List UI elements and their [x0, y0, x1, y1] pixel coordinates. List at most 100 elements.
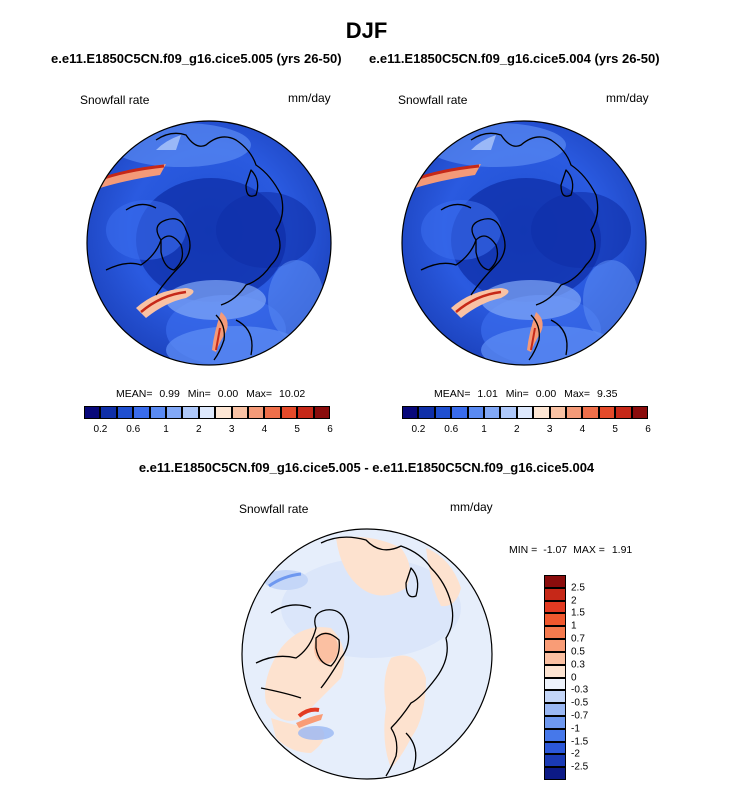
panel1-min-label: Min=: [187, 388, 211, 400]
colorbar-box: [544, 587, 566, 601]
colorbar-box: [280, 406, 298, 419]
colorbar-box: [264, 406, 281, 419]
colorbar-box: [116, 406, 134, 419]
colorbar-tick-label: 1.5: [571, 607, 585, 619]
colorbar-tick-label: 5: [612, 424, 618, 435]
panel1-min-value: 0.00: [217, 388, 239, 400]
colorbar-box: [248, 406, 265, 419]
panel1-colorbar: [84, 406, 330, 419]
panel2-max-value: 9.35: [596, 388, 618, 400]
left-case-title: e.e11.E1850C5CN.f09_g16.cice5.005 (yrs 2…: [51, 51, 342, 66]
panel2-min-value: 0.00: [535, 388, 557, 400]
panel3-units-label: mm/day: [450, 500, 493, 514]
colorbar-tick-label: 2: [571, 595, 577, 607]
panel1-mean-label: MEAN=: [116, 388, 153, 400]
colorbar-tick-label: -0.3: [571, 684, 589, 696]
colorbar-tick-label: 0: [571, 672, 577, 683]
panel1-stats: MEAN= 0.99 Min= 0.00 Max= 10.02: [116, 388, 305, 400]
colorbar-box: [182, 406, 199, 419]
panel3-max-value: 1.91: [611, 544, 633, 556]
colorbar-box: [544, 767, 566, 780]
colorbar-tick-label: -1.5: [571, 736, 589, 748]
colorbar-tick-label: 1: [163, 424, 169, 435]
colorbar-box: [149, 406, 166, 419]
colorbar-box: [418, 406, 435, 419]
panel3-variable-label: Snowfall rate: [239, 502, 309, 516]
panel2-mean-label: MEAN=: [434, 388, 471, 400]
colorbar-box: [451, 406, 468, 419]
panel3-min-value: -1.07: [543, 544, 568, 556]
colorbar-box: [544, 613, 566, 627]
colorbar-tick-label: 2: [196, 424, 202, 435]
colorbar-tick-label: 1: [571, 620, 577, 632]
colorbar-box: [544, 715, 566, 729]
colorbar-box: [544, 703, 566, 716]
panel3-min-label: MIN =: [509, 544, 538, 556]
colorbar-tick-label: 3: [546, 424, 553, 435]
colorbar-box: [402, 406, 419, 419]
panel2-units-label: mm/day: [606, 91, 649, 105]
colorbar-box: [582, 406, 599, 419]
colorbar-tick-label: 2: [514, 424, 520, 435]
figure-title: DJF: [345, 18, 388, 43]
colorbar-box: [231, 406, 248, 419]
colorbar-box: [544, 626, 566, 640]
colorbar-box: [615, 406, 632, 419]
colorbar-tick-label: 4: [579, 424, 586, 435]
colorbar-box: [544, 728, 566, 742]
colorbar-tick-label: 0.6: [444, 424, 459, 435]
colorbar-box: [533, 406, 550, 419]
panel1-units-label: mm/day: [288, 91, 331, 105]
colorbar-tick-label: 1: [481, 424, 487, 435]
colorbar-tick-label: -2.5: [571, 761, 589, 773]
panel1-variable-label: Snowfall rate: [80, 93, 150, 107]
panel2-polar-map: [401, 120, 647, 366]
panel2-stats: MEAN= 1.01 Min= 0.00 Max= 9.35: [434, 388, 617, 400]
colorbar-box: [484, 406, 501, 419]
colorbar-tick-label: -0.7: [571, 710, 589, 722]
colorbar-tick-label: 6: [645, 424, 651, 435]
colorbar-box: [544, 664, 566, 678]
colorbar-tick-label: 0.7: [571, 633, 585, 645]
colorbar-tick-label: -0.5: [571, 697, 589, 709]
colorbar-box: [544, 741, 566, 755]
panel1-mean-value: 0.99: [159, 388, 180, 400]
panel2-colorbar-ticks: 0.2 0.6 1 2 3 4 5 6: [402, 424, 651, 438]
panel3-colorbar: [544, 575, 566, 780]
colorbar-box: [516, 406, 534, 419]
colorbar-box: [198, 406, 216, 419]
colorbar-tick-label: 0.3: [571, 659, 585, 671]
colorbar-box: [434, 406, 452, 419]
colorbar-tick-label: 4: [261, 424, 268, 435]
panel2-mean-value: 1.01: [477, 388, 498, 400]
colorbar-box: [544, 639, 566, 652]
colorbar-box: [100, 406, 117, 419]
colorbar-box: [467, 406, 484, 419]
colorbar-box: [549, 406, 566, 419]
colorbar-tick-label: 3: [228, 424, 235, 435]
panel3-stats: MIN = -1.07 MAX = 1.91: [509, 544, 632, 556]
colorbar-box: [166, 406, 183, 419]
colorbar-tick-label: 0.2: [93, 424, 108, 435]
panel2-variable-label: Snowfall rate: [398, 93, 468, 107]
difference-title: e.e11.E1850C5CN.f09_g16.cice5.005 - e.e1…: [138, 460, 595, 475]
panel1-colorbar-ticks: 0.2 0.6 1 2 3 4 5 6: [84, 424, 332, 438]
colorbar-box: [631, 406, 648, 419]
panel2-max-label: Max=: [564, 388, 591, 400]
panel1-max-value: 10.02: [278, 388, 306, 400]
colorbar-box: [544, 677, 566, 691]
colorbar-tick-label: -2: [571, 748, 580, 760]
colorbar-box: [133, 406, 150, 419]
colorbar-box: [598, 406, 616, 419]
colorbar-tick-label: 0.6: [126, 424, 141, 435]
colorbar-box: [500, 406, 517, 419]
panel2-colorbar: [402, 406, 648, 419]
panel2-min-label: Min=: [505, 388, 529, 400]
colorbar-box: [566, 406, 583, 419]
panel3-max-label: MAX =: [573, 544, 605, 556]
colorbar-tick-label: 0.5: [571, 646, 585, 658]
colorbar-box: [544, 651, 566, 665]
panel3-difference-map: [241, 528, 493, 780]
colorbar-tick-label: -1: [571, 723, 580, 735]
right-case-title: e.e11.E1850C5CN.f09_g16.cice5.004 (yrs 2…: [369, 51, 660, 66]
